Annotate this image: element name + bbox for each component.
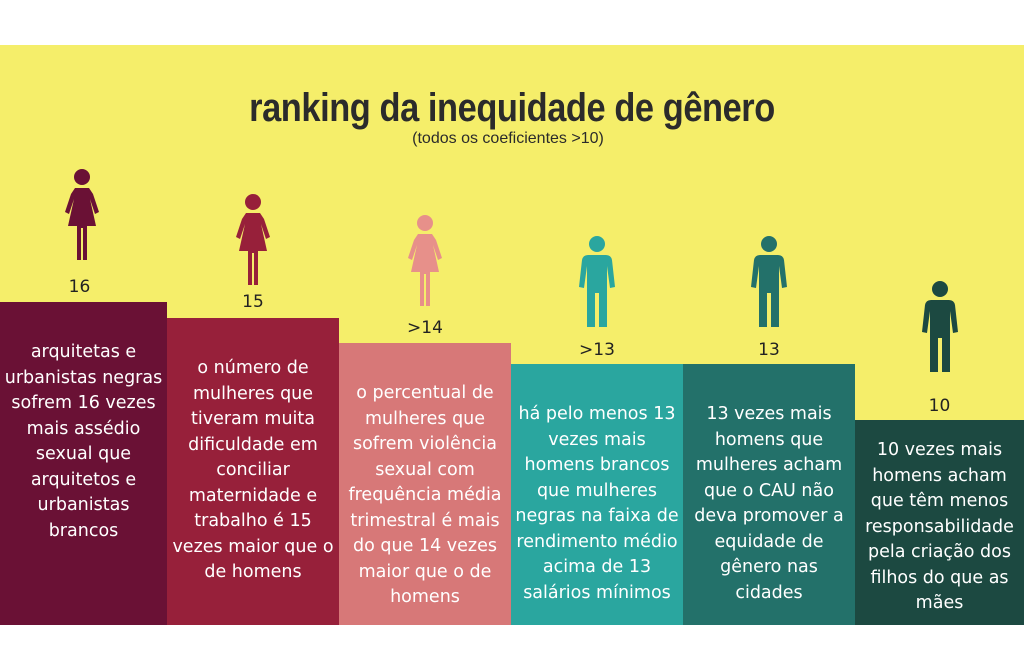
bar-step-1: arquitetas e urbanistas negras sofrem 16… [0, 302, 167, 625]
value-label: 13 [758, 340, 780, 360]
man-icon [575, 235, 619, 335]
bar-description: há pelo menos 13 vezes mais homens branc… [515, 404, 679, 603]
bar-step-4: há pelo menos 13 vezes mais homens branc… [511, 364, 683, 625]
woman-icon [60, 168, 104, 268]
value-label: >13 [579, 340, 615, 360]
bar-description: 10 vezes mais homens acham que têm menos… [865, 440, 1014, 613]
chart-subtitle: (todos os coeficientes >10) [412, 130, 604, 147]
bar-step-3: o percentual de mulheres que sofrem viol… [339, 343, 511, 625]
value-label: >14 [407, 318, 443, 338]
woman-icon [403, 214, 447, 314]
value-label: 16 [68, 277, 91, 297]
value-label: 10 [928, 396, 951, 416]
man-icon [747, 235, 791, 335]
woman-icon [231, 193, 275, 293]
chart-title: ranking da inequidade de gênero [249, 86, 775, 130]
bar-description: arquitetas e urbanistas negras sofrem 16… [4, 342, 163, 541]
bar-step-2: o número de mulheres que tiveram muita d… [167, 318, 339, 625]
bar-description: o número de mulheres que tiveram muita d… [172, 358, 334, 582]
bar-step-5: 13 vezes mais homens que mulheres acham … [683, 364, 855, 625]
man-icon [918, 280, 962, 380]
bar-description: o percentual de mulheres que sofrem viol… [348, 383, 502, 607]
bar-description: 13 vezes mais homens que mulheres acham … [694, 404, 844, 603]
value-label: 15 [242, 292, 264, 312]
bar-step-6: 10 vezes mais homens acham que têm menos… [855, 420, 1024, 625]
